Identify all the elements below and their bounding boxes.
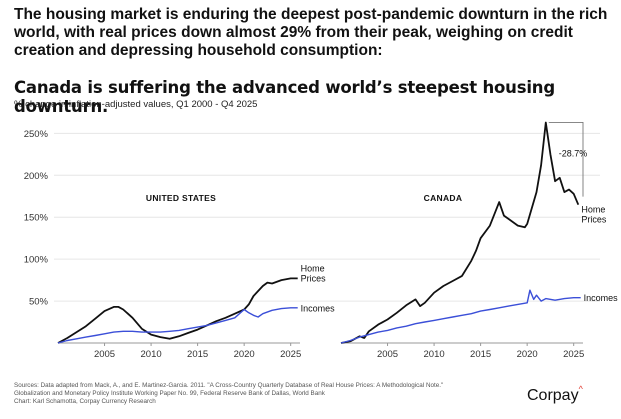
intro-text: The housing market is enduring the deepe… (14, 6, 608, 59)
home-prices-label: Prices (301, 273, 327, 283)
incomes-line (340, 289, 581, 344)
chart-credit: Chart: Karl Schamotta, Corpay Currency R… (14, 397, 156, 405)
panel-label: CANADA (424, 193, 463, 203)
panel-label: UNITED STATES (146, 193, 216, 203)
y-tick-label: 50% (29, 297, 49, 308)
brand-name: Corpay (527, 387, 579, 404)
x-tick-label: 2010 (424, 349, 445, 360)
chart-footer: Sources: Data adapted from Mack, A., and… (14, 382, 474, 405)
home-prices-line (57, 277, 298, 344)
x-tick-label: 2005 (94, 349, 115, 360)
sources-note: Sources: Data adapted from Mack, A., and… (14, 382, 444, 397)
incomes-label: Incomes (584, 293, 619, 303)
y-tick-label: 250% (24, 129, 49, 140)
home-prices-label: Home (301, 263, 325, 273)
y-tick-label: 100% (24, 255, 49, 266)
chart-subtitle: % change in inflation-adjusted values, Q… (14, 99, 258, 110)
incomes-line (57, 307, 298, 344)
x-tick-label: 2020 (517, 349, 538, 360)
corpay-logo: Corpay^ (527, 384, 583, 405)
x-tick-label: 2015 (470, 349, 491, 360)
chart-title: Canada is suffering the advanced world’s… (14, 78, 555, 116)
x-tick-label: 2005 (377, 349, 398, 360)
x-tick-label: 2015 (187, 349, 208, 360)
x-tick-label: 2020 (234, 349, 255, 360)
peak-decline-annotation: -28.7% (559, 148, 588, 158)
x-tick-label: 2025 (280, 349, 301, 360)
peak-decline-bracket (548, 122, 584, 197)
incomes-label: Incomes (301, 303, 336, 313)
brand-mark-icon: ^ (578, 384, 583, 394)
home-prices-line (340, 121, 580, 344)
x-tick-label: 2025 (563, 349, 584, 360)
x-tick-label: 2010 (141, 349, 162, 360)
y-tick-label: 200% (24, 171, 49, 182)
home-prices-label: Home (581, 205, 605, 215)
home-prices-label: Prices (581, 215, 607, 225)
y-tick-label: 150% (24, 213, 49, 224)
